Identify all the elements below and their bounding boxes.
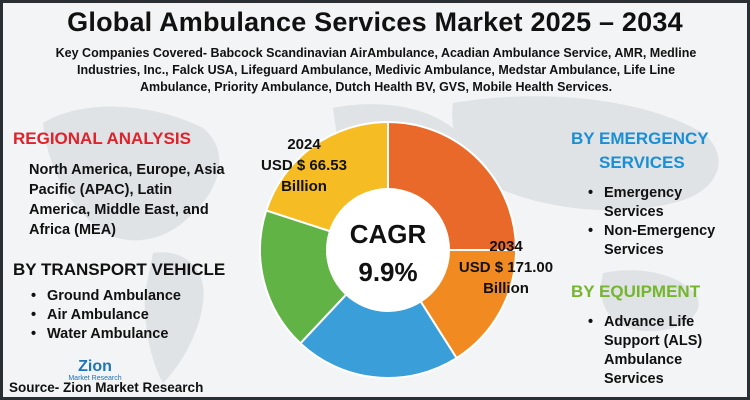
label-2024-unit: Billion — [281, 178, 327, 195]
list-item: Advance Life Support (ALS) Ambulance Ser… — [588, 313, 738, 389]
pie-slice-3 — [298, 248, 458, 379]
emergency-services-heading-line1: BY EMERGENCY — [571, 129, 709, 148]
list-item: Ground Ambulance — [31, 287, 181, 306]
transport-vehicle-heading: BY TRANSPORT VEHICLE — [13, 260, 226, 279]
zion-logo: Zion Market Research — [68, 358, 121, 382]
label-2034-value: USD $ 171.00 — [459, 259, 553, 276]
cagr-value: 9.9% — [358, 257, 417, 287]
key-companies-text: Key Companies Covered- Babcock Scandinav… — [55, 46, 697, 94]
list-item: Water Ambulance — [31, 325, 181, 344]
equipment-heading: BY EQUIPMENT — [571, 282, 701, 301]
page-title: Global Ambulance Services Market 2025 – … — [67, 7, 683, 37]
list-item: Emergency Services — [588, 184, 738, 222]
label-2034-year: 2034 — [489, 238, 523, 255]
emergency-services-list: Emergency Services Non-Emergency Service… — [588, 184, 738, 260]
regional-analysis-heading: REGIONAL ANALYSIS — [13, 129, 191, 148]
equipment-list: Advance Life Support (ALS) Ambulance Ser… — [588, 313, 738, 389]
list-item: Non-Emergency Services — [588, 222, 738, 260]
cagr-label: CAGR — [350, 219, 427, 249]
transport-vehicle-list: Ground Ambulance Air Ambulance Water Amb… — [31, 287, 181, 344]
emergency-services-heading-line2: SERVICES — [599, 153, 685, 172]
label-2024-year: 2024 — [287, 136, 321, 153]
logo-subtitle: Market Research — [68, 375, 121, 382]
donut-center — [326, 188, 450, 312]
source-text: Source- Zion Market Research — [9, 380, 204, 395]
market-donut-chart: CAGR 9.9% 2024 USD $ 66.53 Billion 2034 … — [259, 120, 553, 379]
label-2034-unit: Billion — [483, 280, 529, 297]
regional-analysis-text: North America, Europe, Asia Pacific (APA… — [29, 162, 225, 238]
logo-name: Zion — [78, 358, 112, 375]
list-item: Air Ambulance — [31, 306, 181, 325]
label-2024-value: USD $ 66.53 — [261, 157, 347, 174]
